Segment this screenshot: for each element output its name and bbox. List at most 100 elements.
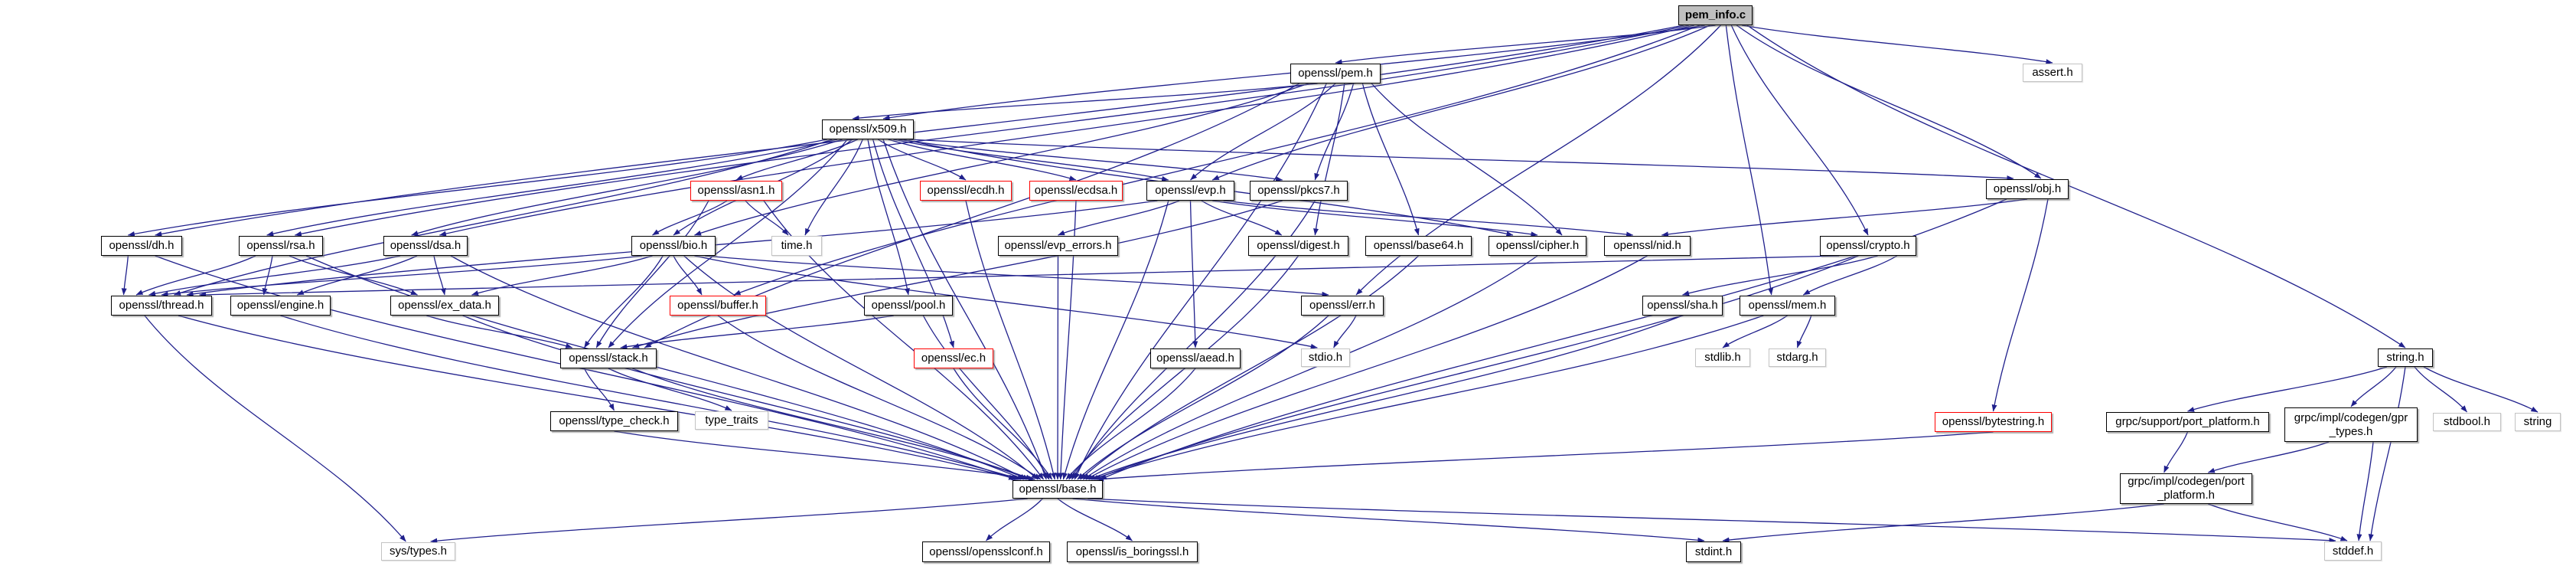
edge-dh-thread xyxy=(121,255,129,296)
edge-nid-base xyxy=(1085,255,1648,480)
node-asn1[interactable]: openssl/asn1.h xyxy=(690,181,782,201)
edge-evp-aead xyxy=(1189,200,1198,348)
edge-pem-base xyxy=(1074,83,1327,480)
edge-pem-x509 xyxy=(852,83,1318,121)
node-type_check[interactable]: openssl/type_check.h xyxy=(550,411,678,431)
edge-pkcs7-stack xyxy=(632,200,1283,348)
edge-ex_data-base xyxy=(462,315,1030,480)
edge-pem_info_c-dsa xyxy=(439,25,1694,237)
node-ex_data[interactable]: openssl/ex_data.h xyxy=(390,296,499,316)
edge-mem-stdarg xyxy=(1796,315,1812,348)
node-is_boringssl[interactable]: openssl/is_boringssl.h xyxy=(1067,541,1198,562)
node-cipher[interactable]: openssl/cipher.h xyxy=(1489,236,1586,256)
edge-bio-base xyxy=(683,255,1039,480)
node-grpc_support_pp[interactable]: grpc/support/port_platform.h xyxy=(2106,412,2269,432)
edge-pem-evp xyxy=(1190,83,1336,181)
edge-pem_info_c-rsa xyxy=(294,25,1689,237)
edge-ecdh-base xyxy=(965,200,1056,480)
node-stack[interactable]: openssl/stack.h xyxy=(560,348,657,368)
node-sha[interactable]: openssl/sha.h xyxy=(1642,296,1723,316)
node-base[interactable]: openssl/base.h xyxy=(1012,480,1103,499)
node-thread[interactable]: openssl/thread.h xyxy=(111,296,212,316)
node-evp_errors[interactable]: openssl/evp_errors.h xyxy=(998,236,1118,256)
node-engine[interactable]: openssl/engine.h xyxy=(230,296,331,316)
edge-pem_info_c-evp xyxy=(1211,25,1710,181)
edge-pem_info_c-mem xyxy=(1725,25,1774,296)
node-ecdsa[interactable]: openssl/ecdsa.h xyxy=(1029,181,1123,201)
node-nid[interactable]: openssl/nid.h xyxy=(1604,236,1691,256)
edge-string_h-grpc_support_pp xyxy=(2187,366,2388,412)
node-ec[interactable]: openssl/ec.h xyxy=(914,348,993,368)
edge-evp-digest xyxy=(1201,200,1283,236)
edge-crypto-base xyxy=(1094,255,1859,480)
node-evp[interactable]: openssl/evp.h xyxy=(1146,181,1234,201)
edge-base-is_boringssl xyxy=(1057,498,1133,541)
edge-bio-stack xyxy=(583,255,664,348)
edge-pem_info_c-pem xyxy=(1335,25,1716,65)
edge-string_h-string_cpp xyxy=(2423,366,2539,413)
node-buffer[interactable]: openssl/buffer.h xyxy=(670,296,766,316)
node-bio[interactable]: openssl/bio.h xyxy=(631,236,716,256)
node-aead[interactable]: openssl/aead.h xyxy=(1150,348,1241,368)
edge-stack-type_check xyxy=(583,368,615,411)
node-dh[interactable]: openssl/dh.h xyxy=(101,236,182,256)
edge-rsa-engine xyxy=(262,255,273,296)
edge-buffer-base xyxy=(717,315,1042,480)
node-string_cpp: string xyxy=(2515,413,2561,431)
node-pem[interactable]: openssl/pem.h xyxy=(1290,64,1381,83)
edge-x509-ecdsa xyxy=(888,139,1077,181)
node-pkcs7[interactable]: openssl/pkcs7.h xyxy=(1250,181,1348,201)
edge-engine-base xyxy=(280,315,1022,480)
node-crypto[interactable]: openssl/crypto.h xyxy=(1820,236,1916,256)
edge-x509-dh xyxy=(127,139,827,237)
edge-pem_info_c-assert xyxy=(1742,25,2053,65)
edge-dsa-base xyxy=(450,255,1027,480)
edge-evp-cipher xyxy=(1212,200,1538,237)
edge-pem-bio xyxy=(694,83,1309,236)
node-gpr_types[interactable]: grpc/impl/codegen/gpr _types.h xyxy=(2284,407,2418,442)
edge-pem_info_c-string_h xyxy=(1746,25,2406,348)
node-stdlib: stdlib.h xyxy=(1695,348,1750,367)
node-obj[interactable]: openssl/obj.h xyxy=(1986,179,2069,199)
node-x509[interactable]: openssl/x509.h xyxy=(822,119,914,139)
edge-dsa-thread xyxy=(148,255,401,296)
edge-x509-pool xyxy=(867,139,910,296)
edge-err-stdio xyxy=(1333,315,1357,348)
node-type_traits: type_traits xyxy=(695,411,768,430)
edge-dsa-engine xyxy=(296,255,418,296)
node-rsa[interactable]: openssl/rsa.h xyxy=(239,236,323,256)
edge-pem-base64 xyxy=(1361,83,1420,236)
edge-obj-bytestring xyxy=(1991,198,2049,412)
edge-x509-evp xyxy=(893,139,1169,182)
edge-base-sys_types xyxy=(430,498,1028,544)
node-opensslconf[interactable]: openssl/opensslconf.h xyxy=(922,541,1050,562)
node-mem[interactable]: openssl/mem.h xyxy=(1740,296,1835,316)
edge-obj-nid xyxy=(1661,198,2028,237)
edge-base-opensslconf xyxy=(986,498,1043,541)
edge-dsa-ex_data xyxy=(433,255,446,296)
edge-ec-base xyxy=(953,368,1053,480)
node-ecdh[interactable]: openssl/ecdh.h xyxy=(920,181,1012,201)
node-base64[interactable]: openssl/base64.h xyxy=(1365,236,1472,256)
node-err[interactable]: openssl/err.h xyxy=(1301,296,1384,316)
node-bytestring[interactable]: openssl/bytestring.h xyxy=(1935,412,2052,432)
edge-stack-base xyxy=(632,368,1033,480)
edge-gpr_types-grpc_codegen_pp xyxy=(2207,441,2330,473)
edge-bio-stdio xyxy=(694,255,1318,349)
node-grpc_codegen_pp[interactable]: grpc/impl/codegen/port _platform.h xyxy=(2120,473,2252,504)
node-digest[interactable]: openssl/digest.h xyxy=(1248,236,1348,256)
edge-evp-base xyxy=(1062,200,1169,480)
edge-x509-stack xyxy=(608,139,848,348)
edge-crypto-mem xyxy=(1802,255,1898,296)
edge-x509-base xyxy=(882,139,1047,480)
edge-pem_info_c-crypto xyxy=(1730,25,1869,236)
node-pool[interactable]: openssl/pool.h xyxy=(864,296,953,316)
edge-type_check-base xyxy=(614,430,1035,482)
node-stdint[interactable]: stdint.h xyxy=(1686,541,1741,562)
node-string_h[interactable]: string.h xyxy=(2378,348,2433,367)
edge-x509-thread xyxy=(174,139,833,296)
edge-mem-stdlib xyxy=(1722,315,1788,348)
node-time: time.h xyxy=(771,236,822,256)
node-dsa[interactable]: openssl/dsa.h xyxy=(383,236,468,256)
